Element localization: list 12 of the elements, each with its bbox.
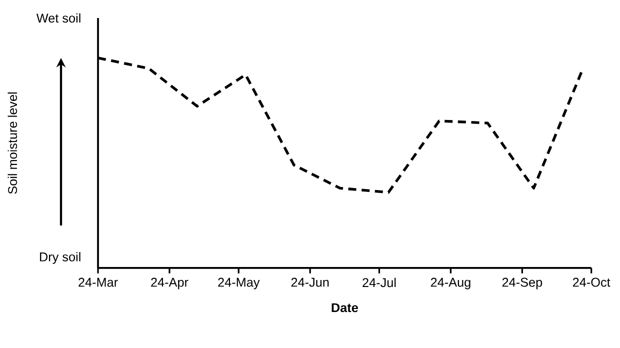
- x-tick-label: 24-Jul: [362, 278, 396, 288]
- x-tick-label: 24-Oct: [572, 278, 610, 287]
- x-tick-label: 24-Mar: [78, 278, 118, 287]
- x-tick-label: 24-Apr: [151, 278, 188, 290]
- x-axis-title: Date: [332, 303, 358, 312]
- text: Wet soil: [36, 13, 80, 23]
- text: Dry soil: [40, 252, 80, 264]
- x-tick-label: 24-Jun: [291, 278, 329, 287]
- y-axis-title: Soil moisture level: [8, 92, 18, 194]
- x-tick-label: 24-Aug: [430, 278, 470, 290]
- x-tick-label: 24-May: [218, 278, 260, 290]
- x-tick-label: 24-Sep: [502, 278, 542, 290]
